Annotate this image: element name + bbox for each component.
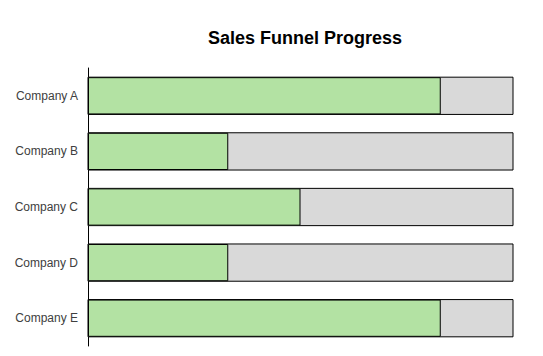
svg-text:Company E: Company E xyxy=(15,311,78,325)
svg-text:Company A: Company A xyxy=(16,89,78,103)
svg-text:Company B: Company B xyxy=(15,144,78,158)
svg-text:Sales Funnel Progress: Sales Funnel Progress xyxy=(208,28,402,48)
svg-text:Company D: Company D xyxy=(15,256,79,270)
svg-text:Company C: Company C xyxy=(15,200,79,214)
